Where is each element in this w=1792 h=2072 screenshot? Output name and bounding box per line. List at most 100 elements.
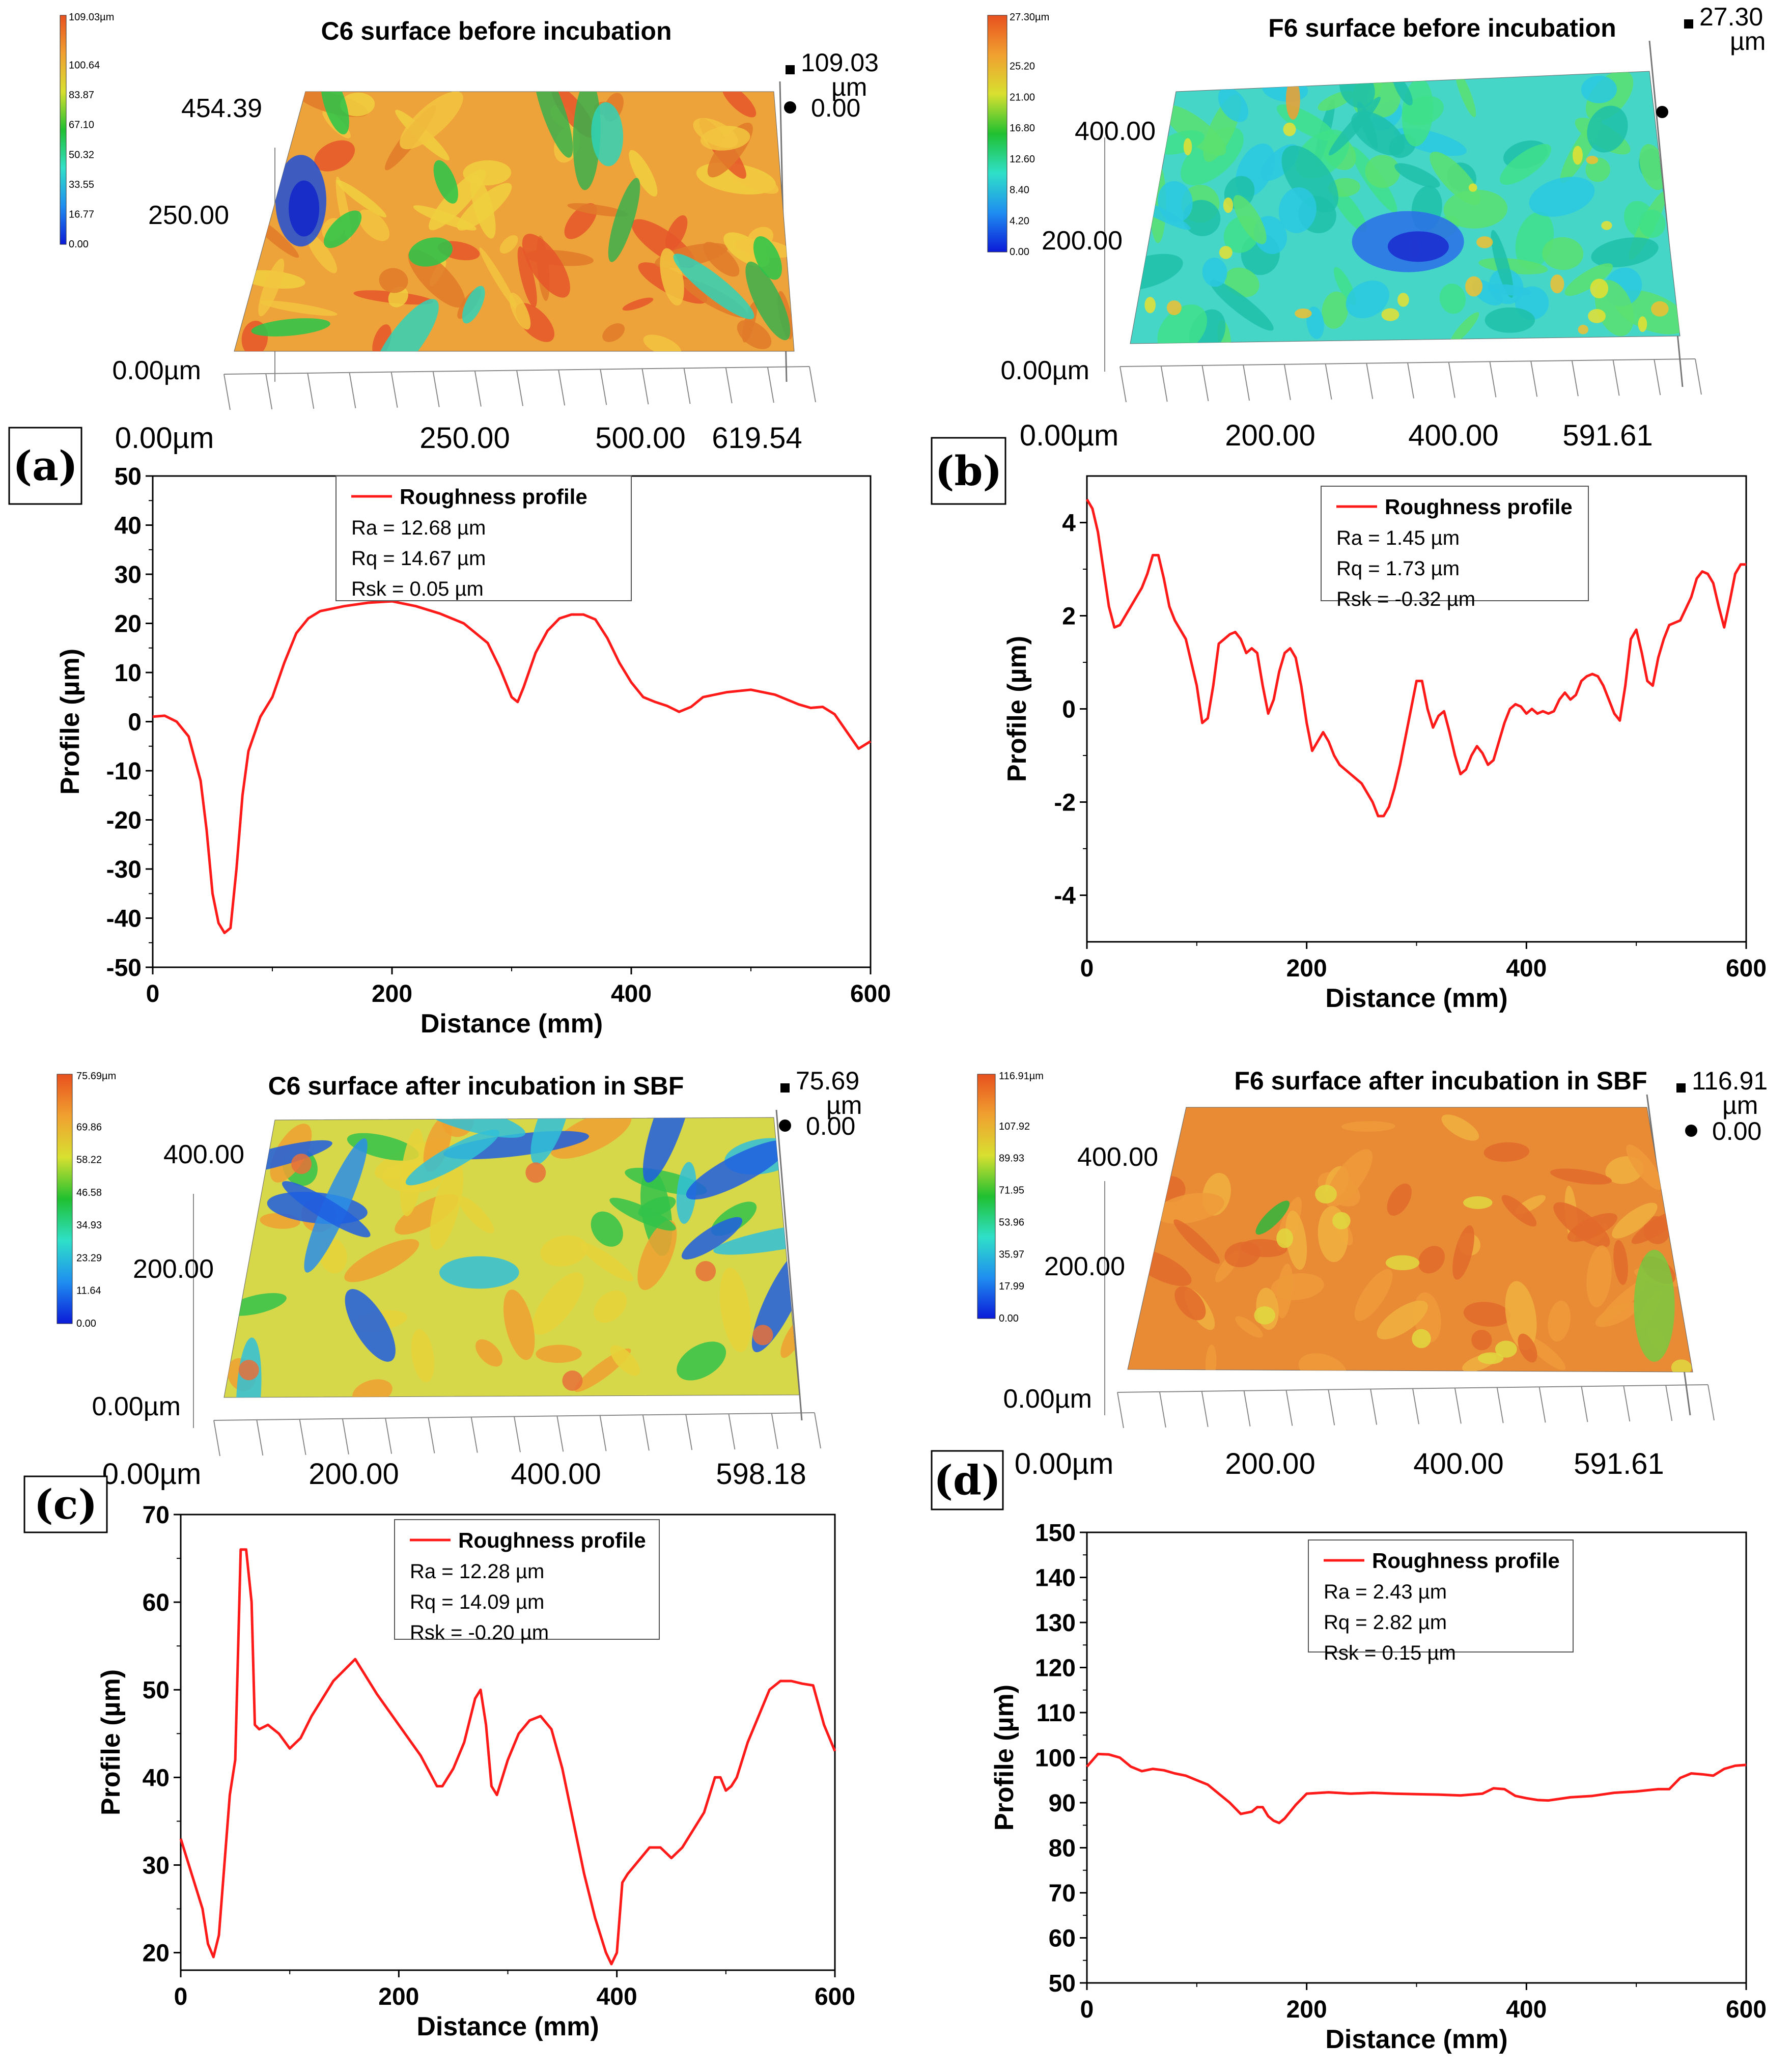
surface-x-tick: 0.00µm (1020, 419, 1119, 452)
colorbar-tick-label: 27.30µm (1010, 12, 1049, 23)
colorbar-tick-label: 34.93 (76, 1220, 102, 1231)
y-tick-label: -10 (106, 758, 142, 785)
colorbar (987, 15, 1007, 253)
z-axis-line (775, 1109, 803, 1421)
y-tick-label: 20 (115, 611, 142, 638)
y-tick-label: 20 (143, 1940, 170, 1967)
colorbar-tick-label: 25.20 (1010, 61, 1035, 72)
legend-stat: Rq = 14.09 µm (410, 1591, 544, 1613)
y-tick-label: 4 (1062, 510, 1076, 537)
y-tick-label: 110 (1037, 1700, 1076, 1727)
colorbar-tick-label: 0.00 (1010, 246, 1029, 258)
surface-plot-c: 75.69µm 69.86 58.22 46.58 34.93 23.29 11.64 0.0… (57, 1067, 862, 1491)
colorbar-tick-label: 109.03µm (69, 12, 114, 23)
x-tick-label: 200 (372, 981, 412, 1007)
surface-x-tick: 598.18 (716, 1458, 806, 1491)
y-tick-label: -50 (106, 955, 142, 982)
surface-y-tick: 454.39 (181, 94, 262, 123)
zmax-marker (786, 65, 795, 74)
surface-base (234, 91, 795, 352)
surface-ruler (1119, 358, 1702, 403)
surface-y-tick: 400.00 (1075, 117, 1156, 146)
x-tick-label: 600 (815, 1983, 855, 2010)
surface-plot-b: 27.30µm 25.20 21.00 16.80 12.60 8.40 4.20 0.00 F… (987, 3, 1766, 452)
colorbar-tick-label: 58.22 (76, 1155, 102, 1166)
surface-plot-d: 116.91µm 107.92 89.93 71.95 53.96 35.97 17.99 0… (977, 1067, 1768, 1480)
legend-series-label: Roughness profile (458, 1528, 646, 1552)
x-tick-label: 600 (1726, 955, 1767, 982)
roughness-profile-line (179, 1548, 836, 1966)
zmax-label: 75.69 (796, 1067, 859, 1095)
zmax-marker (1684, 19, 1693, 29)
y-tick-label: 30 (143, 1852, 170, 1879)
surface-ruler (1117, 1384, 1715, 1429)
x-axis-label: Distance (mm) (416, 2012, 599, 2041)
x-tick-label: 0 (146, 981, 160, 1007)
colorbar-tick-label: 4.20 (1010, 215, 1029, 227)
x-tick-label: 600 (850, 981, 891, 1007)
colorbar-tick-label: 12.60 (1010, 154, 1035, 165)
surface-x-tick: 500.00 (595, 422, 685, 455)
x-axis-label: Distance (mm) (1325, 2025, 1507, 2054)
profile-chart-a: (a) -50 -40 -30 -20 -10 0 10 20 30 40 50 0 200 400 600 D… (8, 427, 891, 1039)
colorbar-tick-label: 23.29 (76, 1252, 102, 1264)
x-axis-label: Distance (mm) (1325, 984, 1507, 1013)
legend-stat: Rsk = -0.32 µm (1336, 588, 1475, 610)
x-tick-label: 400 (1506, 1996, 1547, 2023)
surface-y-tick: 400.00 (163, 1140, 244, 1169)
zmax-unit: µm (831, 73, 867, 101)
legend-stat: Ra = 2.43 µm (1324, 1581, 1447, 1603)
y-tick-label: 70 (143, 1502, 170, 1529)
zmax-label: 27.30 (1699, 3, 1763, 31)
colorbar-tick-label: 75.69µm (76, 1071, 116, 1082)
colorbar-tick-label: 50.32 (69, 149, 94, 160)
y-tick-label: 120 (1035, 1655, 1076, 1682)
y-tick-label: 60 (1049, 1925, 1076, 1952)
zmin-label: 0.00 (811, 94, 860, 122)
legend-series-label: Roughness profile (400, 485, 587, 509)
legend-stat: Rsk = -0.20 µm (410, 1621, 549, 1644)
colorbar-tick-label: 116.91µm (999, 1071, 1044, 1082)
surface-x-tick: 200.00 (1225, 1447, 1315, 1480)
y-tick-label: 70 (1049, 1880, 1076, 1907)
surface-title: C6 surface before incubation (321, 17, 671, 45)
y-tick-label: 60 (143, 1589, 170, 1616)
zmin-marker (1656, 106, 1668, 118)
y-tick-label: 30 (115, 562, 142, 589)
colorbar-tick-label: 16.77 (69, 209, 94, 220)
legend-stat: Rq = 2.82 µm (1324, 1611, 1447, 1634)
y-tick-label: 50 (143, 1677, 170, 1704)
y-tick-label: 130 (1035, 1610, 1076, 1637)
zmin-label: 0.00 (806, 1112, 855, 1140)
zmax-unit: µm (1722, 1091, 1758, 1119)
surface-ruler (223, 366, 816, 410)
colorbar (977, 1074, 996, 1319)
x-tick-label: 400 (597, 1983, 637, 2010)
profile-chart-b: (b) -4 -2 0 2 4 0 200 400 600 Distance (mm) Profile… (931, 437, 1767, 1013)
colorbar-tick-label: 83.87 (69, 90, 94, 101)
surface-plot-a: 109.03µm 100.64 83.87 67.10 50.32 33.55 16.77 0… (60, 12, 879, 455)
y-tick-label: 10 (115, 660, 142, 687)
surface-y-tick: 250.00 (148, 201, 229, 230)
surface-x-tick: 0.00µm (115, 422, 214, 455)
y-axis-label: Profile (µm) (990, 1685, 1019, 1831)
surface-x-tick: 0.00µm (102, 1458, 202, 1491)
surface-y-tick: 400.00 (1077, 1142, 1158, 1172)
colorbar-tick-label: 0.00 (69, 239, 89, 250)
colorbar-tick-label: 71.95 (999, 1185, 1024, 1196)
surface-x-tick: 400.00 (1413, 1447, 1503, 1480)
zmax-marker (780, 1083, 790, 1093)
y-tick-label: 50 (1049, 1970, 1076, 1997)
legend-series-label: Roughness profile (1385, 495, 1573, 519)
surface-ruler (213, 1412, 821, 1457)
colorbar-tick-label: 17.99 (999, 1281, 1024, 1292)
surface-texture (224, 1117, 799, 1397)
surface-title: C6 surface after incubation in SBF (268, 1072, 684, 1100)
y-tick-label: 40 (115, 513, 142, 540)
zmax-unit: µm (1730, 27, 1766, 55)
surface-texture (1130, 71, 1680, 344)
surface-x-tick: 200.00 (1225, 419, 1315, 452)
y-tick-label: -30 (106, 856, 142, 883)
colorbar-tick-label: 53.96 (999, 1217, 1024, 1228)
